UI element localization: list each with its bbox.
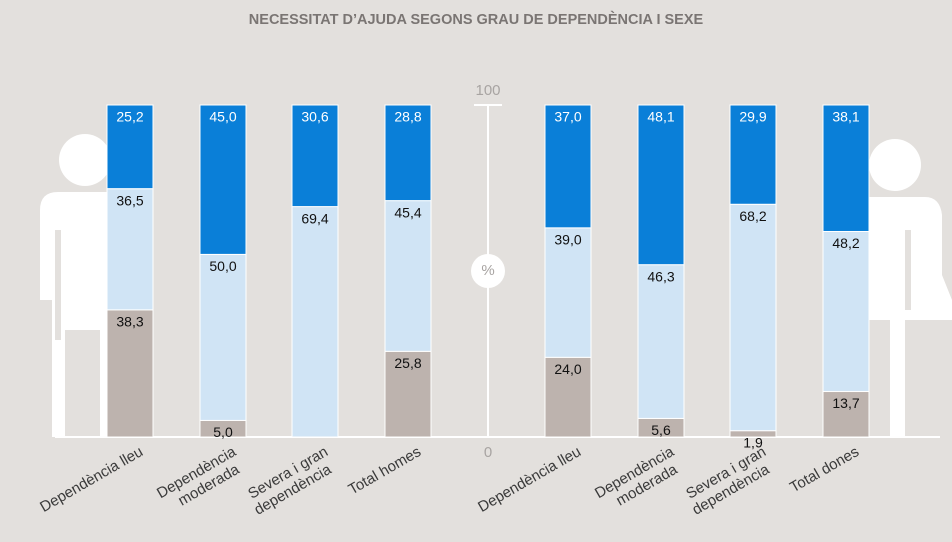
bar-segment — [544, 356, 592, 438]
bar-segment — [544, 227, 592, 358]
data-label: 25,8 — [394, 355, 421, 371]
bar-segment — [291, 104, 339, 208]
bar-segment — [822, 104, 870, 232]
x-tick-label: Total homes — [345, 443, 424, 498]
y-unit: % — [481, 262, 494, 279]
data-label: 25,2 — [116, 109, 143, 125]
data-label: 29,9 — [739, 109, 766, 125]
data-label: 48,2 — [832, 235, 859, 251]
woman-icon — [868, 139, 952, 437]
bar-segment — [544, 104, 592, 229]
bar-segment — [384, 200, 432, 352]
data-label: 39,0 — [554, 232, 581, 248]
man-icon — [40, 134, 112, 437]
y-tick-label: 100 — [475, 82, 500, 99]
bar-segment — [729, 104, 777, 205]
bar-segment — [291, 206, 339, 438]
unit-badge — [471, 254, 505, 288]
data-label: 5,6 — [651, 422, 671, 438]
bar-segment — [106, 309, 154, 438]
data-label: 45,0 — [209, 109, 236, 125]
x-tick-label: Dependènciamoderada — [154, 443, 248, 517]
data-label: 24,0 — [554, 361, 581, 377]
bar-segment — [106, 104, 154, 190]
x-tick-label: Severa i grandependència — [681, 443, 778, 518]
data-label: 28,8 — [394, 109, 421, 125]
x-tick-label: Total dones — [787, 443, 862, 496]
bar-segment — [729, 203, 777, 432]
data-label: 36,5 — [116, 192, 143, 208]
data-label: 38,1 — [832, 109, 859, 125]
bar-segment — [822, 391, 870, 438]
data-label: 37,0 — [554, 109, 581, 125]
data-label: 46,3 — [647, 268, 674, 284]
bar-segment — [199, 104, 247, 255]
chart-title: NECESSITAT D’AJUDA SEGONS GRAU DE DEPEND… — [249, 11, 704, 28]
x-tick-label: Severa i grandependència — [243, 443, 340, 518]
bar-segment — [384, 350, 432, 438]
bar-segment — [199, 253, 247, 421]
data-label: 69,4 — [301, 210, 328, 226]
bar-segment — [637, 104, 685, 266]
y-tick-label: 0 — [484, 444, 492, 461]
bar-segment — [384, 104, 432, 202]
data-label: 1,9 — [743, 434, 763, 450]
x-tick-label: Dependènciamoderada — [592, 443, 686, 517]
bar-segment — [822, 230, 870, 393]
data-label: 48,1 — [647, 109, 674, 125]
bar-segment — [637, 264, 685, 419]
data-label: 45,4 — [394, 204, 421, 220]
data-label: 5,0 — [213, 424, 233, 440]
x-tick-label: Dependència lleu — [37, 443, 146, 516]
data-label: 68,2 — [739, 208, 766, 224]
data-label: 30,6 — [301, 109, 328, 125]
data-label: 38,3 — [116, 314, 143, 330]
data-label: 50,0 — [209, 258, 236, 274]
data-label: 13,7 — [832, 395, 859, 411]
